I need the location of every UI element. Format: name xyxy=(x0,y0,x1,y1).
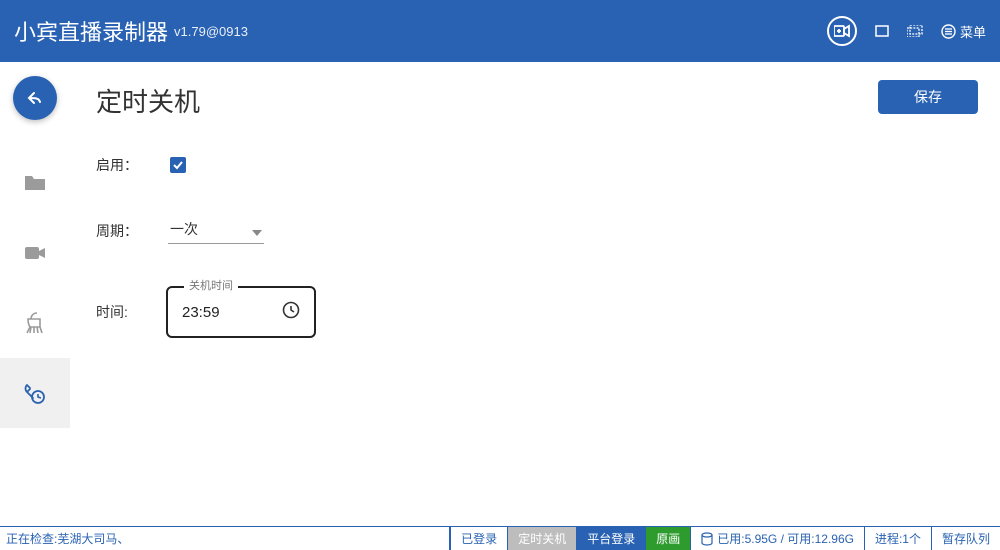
status-disk-text: 已用:5.95G / 可用:12.96G xyxy=(717,530,854,547)
menu-button[interactable]: 菜单 xyxy=(941,22,986,41)
status-disk[interactable]: 已用:5.95G / 可用:12.96G xyxy=(690,527,864,550)
status-logged[interactable]: 已登录 xyxy=(450,527,507,550)
app-title: 小宾直播录制器 xyxy=(14,15,168,47)
time-legend: 关机时间 xyxy=(184,277,238,293)
page-title: 定时关机 xyxy=(96,82,974,119)
sidebar-item-clean[interactable] xyxy=(0,288,70,358)
app-version: v1.79@0913 xyxy=(174,24,248,39)
sidebar-item-folder[interactable] xyxy=(0,148,70,218)
restore-icon xyxy=(907,25,923,37)
row-time: 时间: 关机时间 23:59 xyxy=(96,286,974,338)
enable-checkbox[interactable] xyxy=(170,157,186,173)
back-arrow-icon xyxy=(26,91,44,105)
clean-icon xyxy=(25,312,45,334)
chevron-down-icon xyxy=(252,230,262,236)
status-bar: 正在检查:芜湖大司马、 已登录 定时关机 平台登录 原画 已用:5.95G / … xyxy=(0,526,1000,550)
disk-icon xyxy=(701,532,713,546)
sidebar xyxy=(0,62,70,526)
cycle-label: 周期： xyxy=(96,221,168,241)
folder-icon xyxy=(24,174,46,192)
sidebar-item-settings-time[interactable] xyxy=(0,358,70,428)
menu-icon xyxy=(941,24,956,39)
time-label: 时间: xyxy=(96,302,168,322)
clock-icon xyxy=(282,301,300,324)
square-icon xyxy=(875,25,889,37)
status-stash[interactable]: 暂存队列 xyxy=(931,527,1000,550)
status-shutdown[interactable]: 定时关机 xyxy=(507,527,576,550)
wrench-clock-icon xyxy=(24,382,46,404)
save-button[interactable]: 保存 xyxy=(878,80,978,114)
cycle-select[interactable]: 一次 xyxy=(168,217,264,244)
add-record-button[interactable] xyxy=(827,16,857,46)
row-cycle: 周期： 一次 xyxy=(96,217,974,244)
window-restore-button[interactable] xyxy=(907,25,923,37)
window-maximize-button[interactable] xyxy=(875,25,889,37)
main-panel: 定时关机 保存 启用： 周期： 一次 时间: xyxy=(70,62,1000,526)
time-value: 23:59 xyxy=(182,304,220,321)
status-platform[interactable]: 平台登录 xyxy=(576,527,645,550)
status-original[interactable]: 原画 xyxy=(645,527,690,550)
status-proc[interactable]: 进程:1个 xyxy=(864,527,931,550)
camera-icon xyxy=(24,245,46,261)
app-header: 小宾直播录制器 v1.79@0913 菜单 xyxy=(0,0,1000,62)
back-button[interactable] xyxy=(13,76,57,120)
menu-label: 菜单 xyxy=(960,22,986,41)
cycle-value: 一次 xyxy=(170,219,198,239)
status-check: 正在检查:芜湖大司马、 xyxy=(0,527,450,550)
add-icon xyxy=(827,16,857,46)
sidebar-item-camera[interactable] xyxy=(0,218,70,288)
time-input[interactable]: 23:59 xyxy=(166,286,316,338)
enable-label: 启用： xyxy=(96,155,168,175)
check-icon xyxy=(172,159,184,171)
row-enable: 启用： xyxy=(96,155,974,175)
